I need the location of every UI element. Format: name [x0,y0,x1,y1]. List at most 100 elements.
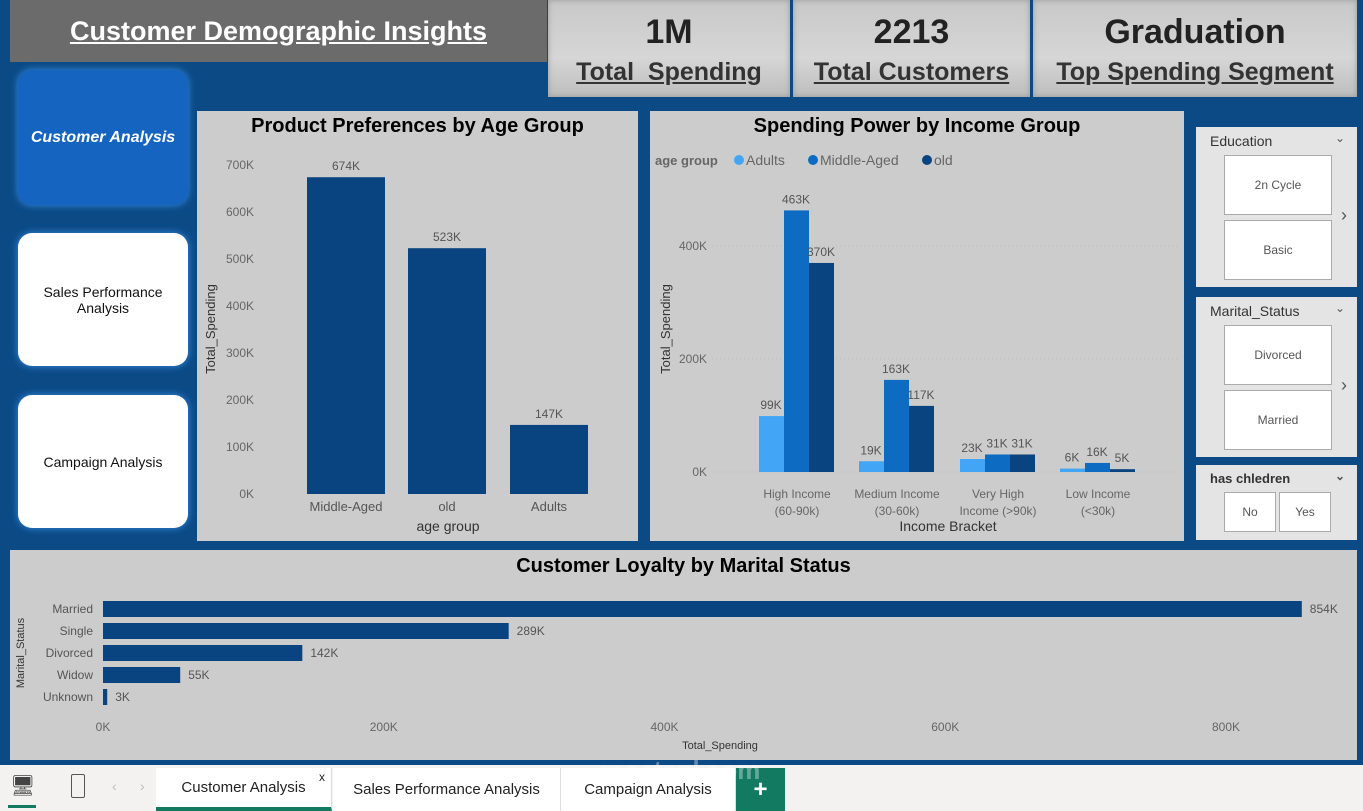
tab-sales-performance[interactable]: Sales Performance Analysis [333,768,561,811]
y-axis-title: Marital_Status [15,617,27,688]
y-tick-label: Single [60,624,94,638]
y-tick-label: 0K [692,465,707,479]
slicer-option[interactable]: Married [1224,390,1332,450]
tab-campaign-analysis[interactable]: Campaign Analysis [561,768,736,811]
x-tick-label: Very High [972,487,1024,501]
bar [103,667,181,683]
y-tick-label: 100K [226,440,254,454]
kpi-total-customers: 2213 Total Customers [793,0,1030,97]
tab-customer-analysis[interactable]: Customer Analysis x [156,768,332,811]
data-label: 6K [1065,451,1080,465]
nav-campaign-analysis[interactable]: Campaign Analysis [18,395,188,528]
x-axis-title: Total_Spending [682,740,758,752]
bar [103,645,303,661]
legend-marker [734,155,744,165]
tab-label: Customer Analysis [181,779,306,796]
chevron-down-icon[interactable]: ⌄ [1334,301,1345,315]
slicer-option[interactable]: No [1224,492,1276,532]
kpi-label: Top Spending Segment [1056,58,1334,86]
kpi-label: Total Customers [813,58,1010,86]
bar-old [809,262,834,472]
income-group-chart-svg: age group Adults Middle-Aged old 0K 200K 400K 9… [655,152,1180,534]
x-axis-title: Income Bracket [899,518,996,534]
chevron-left-icon[interactable]: ‹ [112,778,117,794]
children-slicer: has chledren ⌄ No Yes [1196,465,1357,540]
y-tick-label: 700K [226,158,254,172]
bar [103,623,509,639]
slicer-option[interactable]: Divorced [1224,325,1332,385]
kpi-value: 2213 [873,13,950,51]
y-axis-title: Total_Spending [658,284,673,374]
add-page-button[interactable]: + [736,768,785,811]
slicer-title: Education [1210,133,1273,149]
page-tab-bar: 🖥 ‹ › Customer Analysis x Sales Performa… [0,765,1363,811]
data-label: 5K [1115,451,1130,465]
y-tick-label: 300K [226,346,254,360]
data-label: 147K [535,407,563,421]
chevron-right-icon[interactable]: › [1341,205,1347,225]
x-tick-label: 800K [1212,720,1240,734]
bar-middle-aged [1085,462,1110,472]
slicer-option[interactable]: 2n Cycle [1224,155,1332,215]
y-tick-label: 600K [226,205,254,219]
bar-adults [1060,468,1085,472]
education-slicer: Education ⌄ 2n Cycle Basic › [1196,127,1357,287]
y-tick-label: Married [52,602,93,616]
legend-title: age group [655,153,718,168]
x-tick-label: Medium Income [854,487,940,501]
chevron-right-icon[interactable]: › [140,778,145,794]
data-label: 55K [188,668,209,682]
slicer-option[interactable]: Yes [1279,492,1331,532]
data-label: 854K [1310,602,1338,616]
tab-label: Sales Performance Analysis [353,781,540,798]
data-label: 370K [807,245,835,259]
bar [103,601,1302,617]
desktop-active-indicator [8,805,36,808]
data-label: 31K [986,436,1007,450]
desktop-view-icon[interactable]: 🖥 [10,775,36,797]
mobile-view-icon[interactable] [71,774,85,798]
data-label: 31K [1011,436,1032,450]
bar-old [1110,469,1135,472]
x-tick-label: Income (>90k) [959,504,1036,518]
kpi-top-segment: Graduation Top Spending Segment [1033,0,1357,97]
x-tick-label: 200K [370,720,398,734]
close-tab-icon[interactable]: x [319,770,325,784]
x-tick-label: 0K [96,720,111,734]
bar-old [909,405,934,472]
x-tick-label: Low Income [1066,487,1131,501]
x-tick-label: 600K [931,720,959,734]
legend-label: Middle-Aged [820,152,899,168]
legend-label: old [934,152,953,168]
nav-sales-performance[interactable]: Sales Performance Analysis [18,233,188,366]
nav-customer-analysis[interactable]: Customer Analysis [18,70,188,205]
bar [408,248,486,494]
bar [307,177,385,494]
nav-label: Sales Performance Analysis [43,283,163,316]
bar-adults [859,461,884,472]
chevron-right-icon[interactable]: › [1341,375,1347,395]
nav-label: Customer Analysis [30,128,176,146]
y-tick-label: Unknown [43,690,93,704]
marital-status-slicer: Marital_Status ⌄ Divorced Married › [1196,297,1357,457]
slicer-title: has chledren [1210,471,1291,486]
chevron-down-icon[interactable]: ⌄ [1334,131,1345,145]
kpi-value: 1M [645,13,693,51]
bar-middle-aged [784,210,809,472]
data-label: 523K [433,230,461,244]
chevron-down-icon[interactable]: ⌄ [1334,469,1345,483]
chart-title: Product Preferences by Age Group [251,115,584,137]
bar [103,689,108,705]
bar-old [1010,454,1035,472]
slicer-option[interactable]: Basic [1224,220,1332,280]
y-tick-label: 0K [239,487,254,501]
data-label: 463K [782,192,810,206]
data-label: 142K [310,646,338,660]
nav-label: Campaign Analysis [43,453,163,470]
x-tick-label: (<30k) [1081,504,1115,518]
marital-loyalty-chart: Customer Loyalty by Marital Status Marri… [10,550,1357,760]
y-axis-title: Total_Spending [203,284,218,374]
dashboard-title: Customer Demographic Insights [10,0,547,62]
income-group-chart: Spending Power by Income Group age group… [650,111,1184,541]
age-group-chart: Product Preferences by Age Group 0K 100K 2… [197,111,638,541]
